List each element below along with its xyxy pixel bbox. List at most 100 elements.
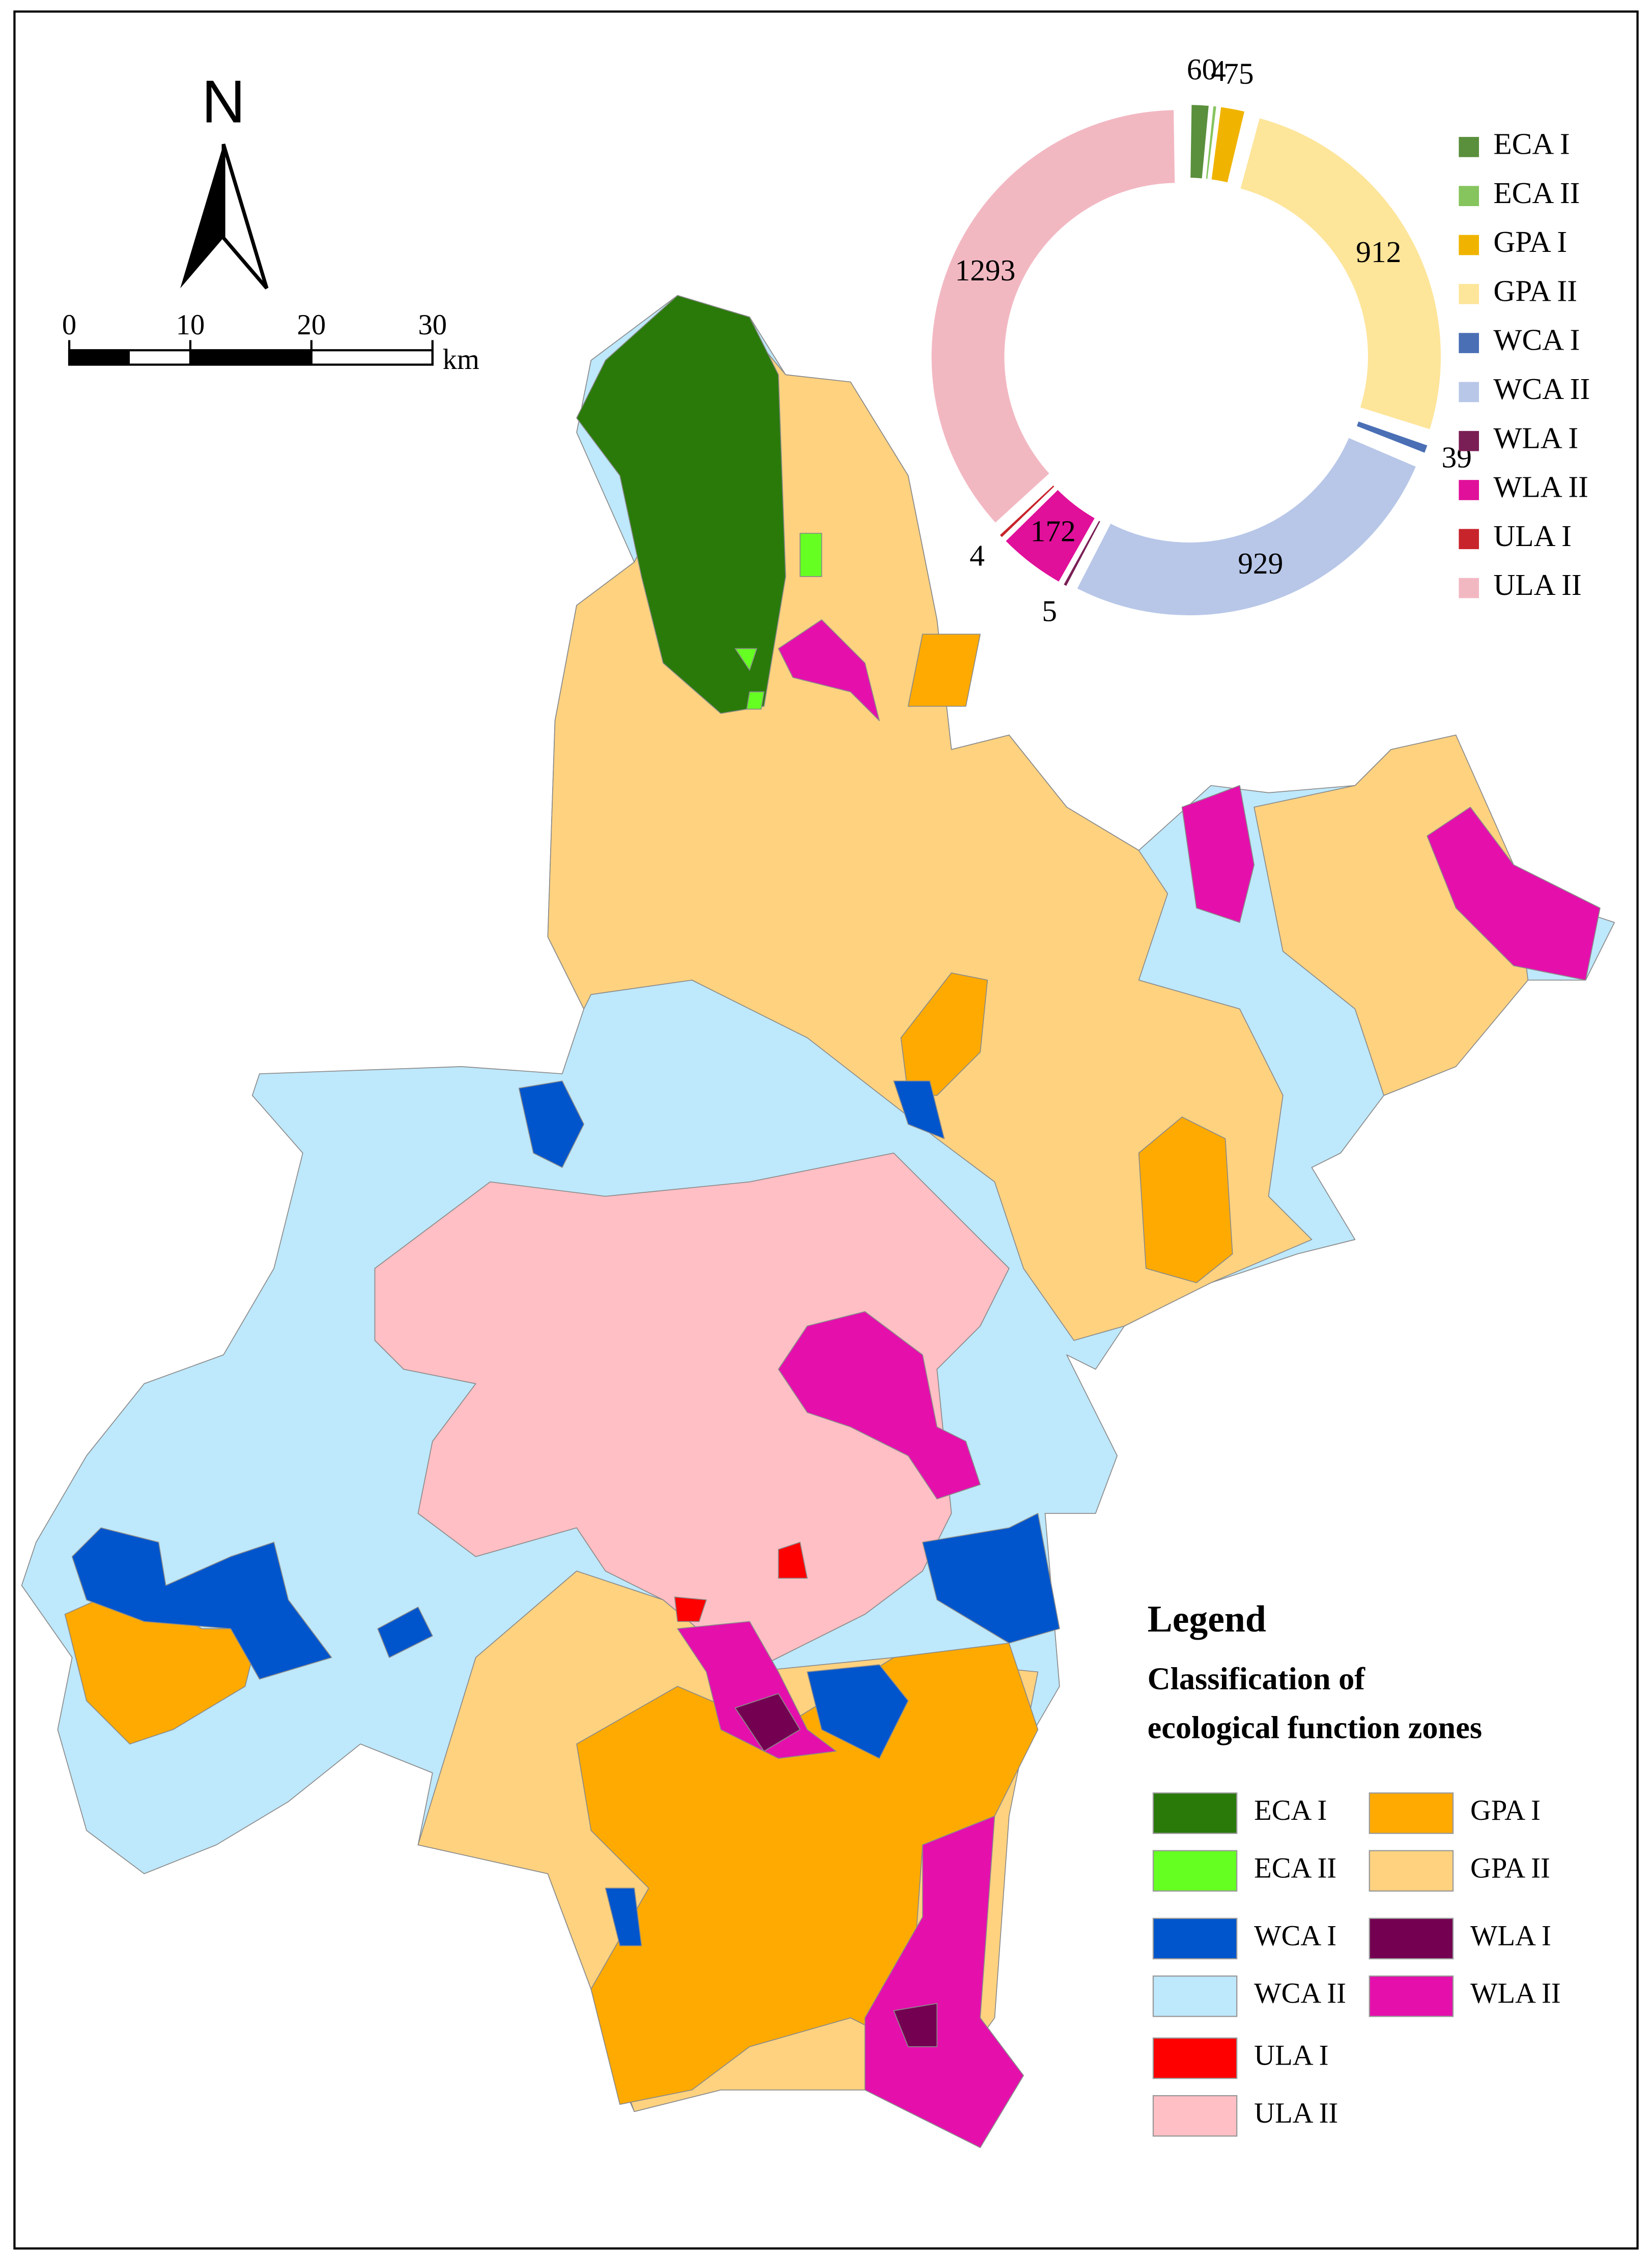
legend-swatch [1369,1792,1454,1834]
legend-subtitle: Classification of [1148,1661,1366,1696]
zone [576,295,786,714]
zone [71,1527,332,1680]
north-label: N [202,68,245,136]
legend-swatch [1152,1975,1238,2017]
zone [778,619,880,721]
donut-legend-label: WCA II [1493,372,1590,406]
zone [518,1080,585,1168]
legend-swatch [1369,1850,1454,1892]
zone [746,691,765,710]
legend-subtitle: ecological function zones [1148,1710,1483,1746]
donut-legend-label: GPA II [1493,274,1577,307]
donut-legend-swatch [1459,382,1479,403]
donut-legend-label: ECA II [1493,176,1580,210]
legend-swatch [1152,2095,1238,2137]
donut-value-label: 1293 [955,253,1015,287]
zones [21,295,1615,2148]
zone [734,648,757,671]
donut-legend-label: GPA I [1493,225,1567,259]
legend-swatch [1152,1850,1238,1892]
legend-label: WCA II [1254,1978,1346,2010]
donut-segment [996,482,1058,540]
scale-tick-label: 10 [176,309,205,341]
scale-unit: km [443,344,479,376]
zone [893,1080,945,1139]
legend-label: WCA I [1254,1920,1336,1952]
donut-legend-swatch [1459,431,1479,451]
zone [778,1311,981,1500]
donut-value-label: 4 [1211,54,1226,88]
legend-swatch [1152,2037,1238,2079]
donut-legend-label: ECA I [1493,127,1570,161]
donut-segment [929,108,1177,526]
legend-swatch [1369,1918,1454,1960]
zone [605,1887,642,1947]
zone [1138,1117,1233,1283]
zone [807,1664,909,1759]
donut-legend-label: ULA II [1493,568,1581,602]
donut-segment [1188,102,1211,181]
arrow-left [180,144,224,289]
zone [922,1513,1060,1644]
donut-segment [1061,518,1103,589]
donut-segment [1074,435,1419,618]
donut-legend-label: WCA I [1493,323,1580,357]
scale-tick-label: 30 [418,309,447,341]
legend-label: ULA I [1254,2040,1328,2071]
legend-label: WLA I [1470,1920,1551,1952]
legend-title: Legend [1148,1598,1266,1640]
donut-value-label: 912 [1356,235,1401,269]
donut-legend-swatch [1459,333,1479,353]
donut-segment [1209,104,1247,185]
zone [674,1596,707,1622]
donut-legend-label: WLA I [1493,421,1578,454]
zone [1427,807,1601,981]
donut-value-label: 172 [1031,514,1076,548]
zone [864,1815,1024,2148]
zone [377,1607,433,1658]
legend-label: ULA II [1254,2098,1338,2129]
zone [800,533,822,577]
zone [1181,785,1255,923]
donut-legend-swatch [1459,578,1479,598]
donut-value-label: 75 [1223,57,1254,91]
map-legend: Legend Classification of ecological functi… [1148,1598,1561,2137]
donut-legend-swatch [1459,283,1479,304]
donut-value-label: 5 [1042,594,1057,627]
zone [778,1541,808,1579]
donut-segment [1238,116,1443,432]
donut-legend-label: ULA I [1493,519,1572,553]
donut-legend-swatch [1459,235,1479,255]
scale-bar-segment [190,350,311,365]
donut-legend-swatch [1459,186,1479,207]
donut-value-label: 60 [1187,52,1217,86]
scale-bar-segment [69,350,130,365]
donut-legend-swatch [1459,137,1479,157]
legend-swatch [1369,1975,1454,2017]
donut-legend-swatch [1459,529,1479,550]
zone [893,2003,937,2047]
north-arrow: N [180,68,269,290]
scale-tick-label: 20 [297,309,326,341]
legend-label: ECA I [1254,1795,1327,1826]
legend-swatch [1152,1918,1238,1960]
legend-swatch [1152,1792,1238,1834]
arrow-right [221,144,269,290]
donut-value-label: 929 [1238,547,1283,580]
legend-label: GPA I [1470,1795,1541,1826]
scale-tick-label: 0 [62,309,76,341]
donut-value-label: 4 [970,538,985,572]
legend-label: WLA II [1470,1978,1561,2010]
legend-label: ECA II [1254,1852,1336,1884]
donut-segment [1204,104,1219,182]
zone [907,634,981,707]
legend-label: GPA II [1470,1852,1550,1884]
donut-segment [1003,487,1098,585]
donut-segment [1354,418,1430,456]
donut-legend-label: WLA II [1493,470,1588,504]
zone [734,1693,801,1752]
